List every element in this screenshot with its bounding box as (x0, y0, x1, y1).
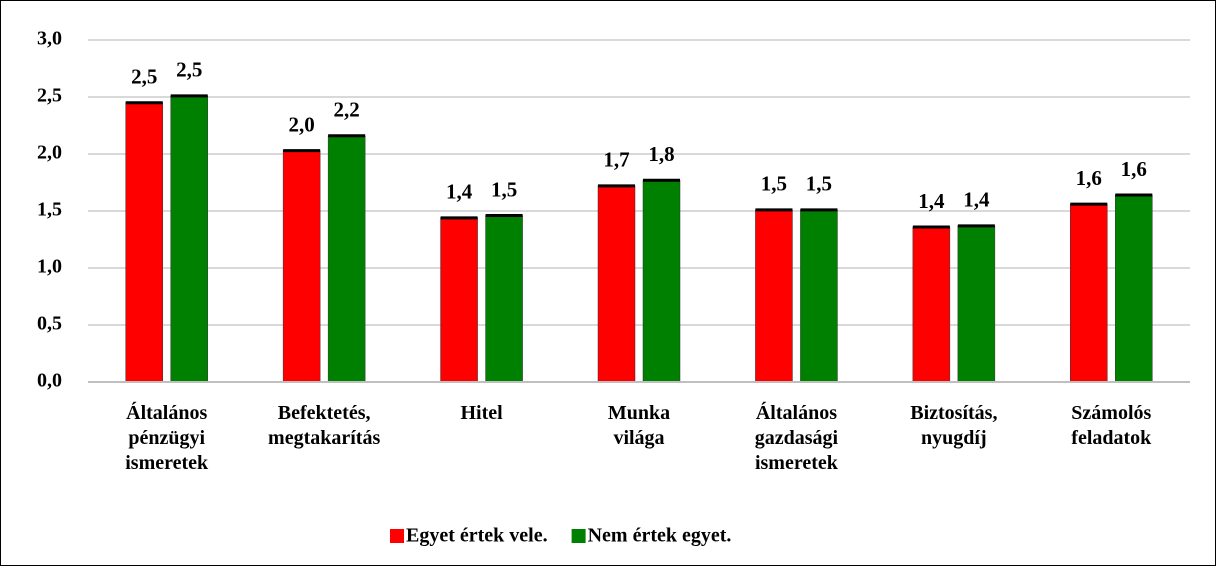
value-label: 2,5 (131, 65, 157, 89)
bar (485, 215, 523, 383)
y-tick-label: 1,0 (37, 256, 62, 278)
value-label: 1,5 (491, 177, 517, 201)
y-tick-label: 0,5 (37, 313, 62, 335)
x-tick-label: Általános pénzügyi ismeretek (125, 401, 209, 474)
value-label: 1,6 (1121, 157, 1147, 181)
legend-swatch (390, 529, 404, 543)
bar (440, 217, 478, 383)
bar (125, 102, 163, 383)
y-tick-label: 0,0 (37, 370, 62, 392)
value-label: 1,4 (963, 188, 990, 212)
bar (170, 95, 208, 383)
x-tick-label: Biztosítás, nyugdíj (910, 402, 997, 449)
value-label: 2,5 (176, 58, 202, 82)
bar (912, 226, 951, 383)
value-label: 1,7 (603, 148, 629, 172)
bar (1070, 203, 1108, 383)
bar (957, 225, 996, 383)
x-tick-label: Hitel (460, 402, 503, 424)
x-tick-label: Befektetés, megtakarítás (268, 402, 380, 449)
y-tick-label: 2,5 (37, 85, 62, 107)
legend-swatch (571, 529, 586, 543)
x-tick-label: Általános gazdasági ismeretek (755, 401, 839, 474)
value-label: 2,0 (289, 112, 315, 136)
value-label: 1,8 (648, 142, 674, 166)
value-label: 2,2 (334, 98, 360, 122)
value-label: 1,4 (918, 189, 945, 213)
legend-label: Nem értek egyet. (588, 525, 732, 547)
bar (642, 179, 681, 383)
legend-label: Egyet értek vele. (406, 525, 548, 547)
y-tick-label: 1,5 (37, 199, 62, 221)
bar (755, 209, 793, 383)
y-tick-label: 2,0 (37, 142, 62, 164)
x-tick-label: Munka világa (608, 402, 670, 449)
y-tick-label: 3,0 (37, 28, 62, 50)
bar (800, 209, 838, 383)
value-label: 1,5 (761, 172, 787, 196)
bar (327, 135, 366, 383)
value-label: 1,5 (806, 172, 832, 196)
bar (597, 185, 636, 383)
x-tick-label: Számolós feladatok (1071, 402, 1152, 449)
value-label: 1,4 (446, 180, 473, 204)
bar (1115, 194, 1153, 383)
bar (282, 150, 321, 383)
value-label: 1,6 (1076, 166, 1102, 190)
